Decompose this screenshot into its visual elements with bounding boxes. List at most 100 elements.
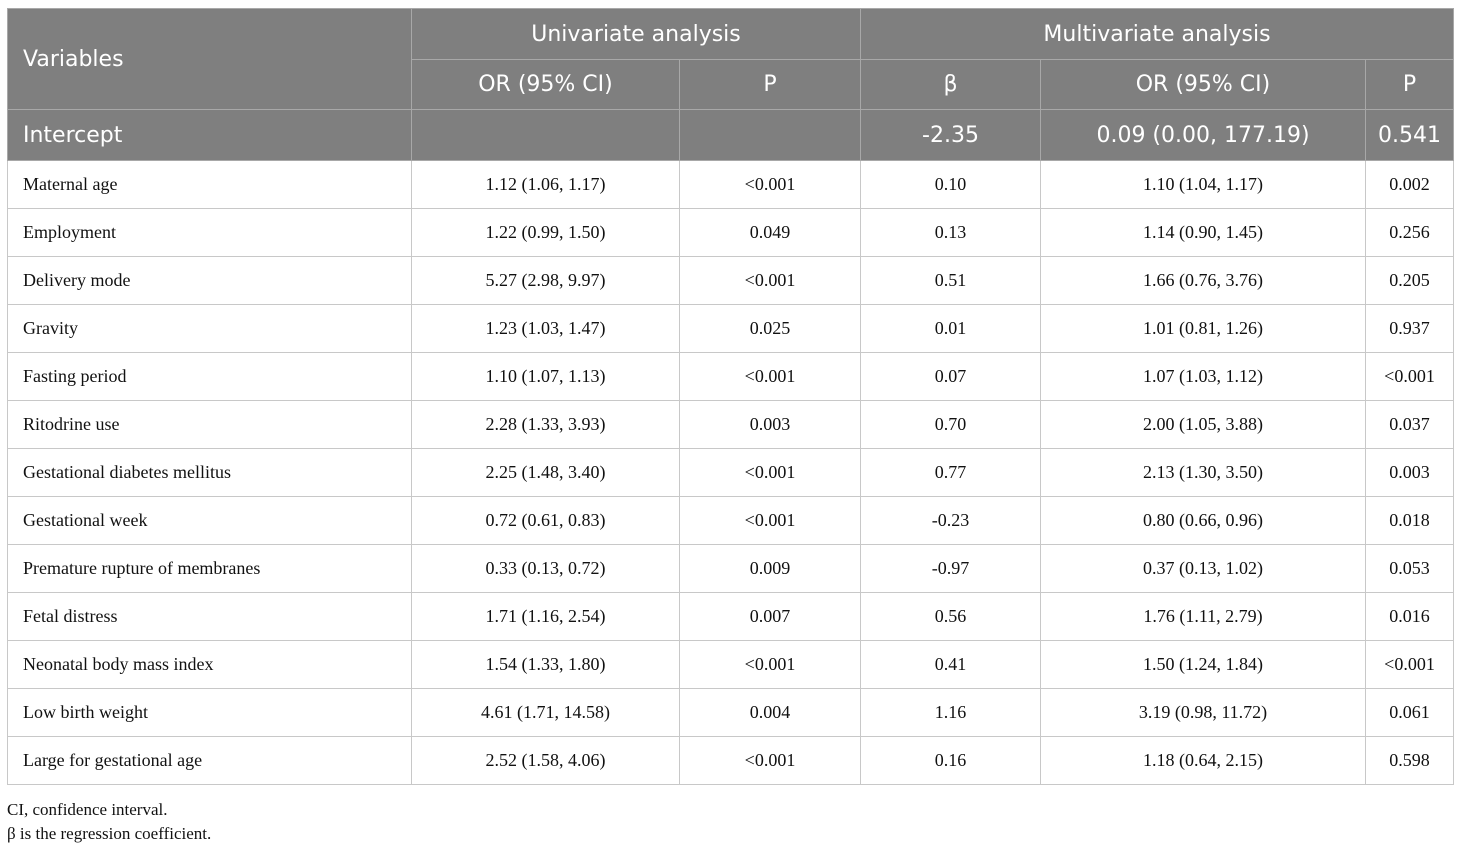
cell-beta: 0.70 bbox=[860, 400, 1041, 449]
cell-variable: Premature rupture of membranes bbox=[7, 544, 412, 593]
cell-uni-or: 1.23 (1.03, 1.47) bbox=[411, 304, 680, 353]
cell-variable: Maternal age bbox=[7, 160, 412, 209]
footnote-beta: β is the regression coefficient. bbox=[7, 824, 212, 843]
table-row: Employment 1.22 (0.99, 1.50) 0.049 0.13 … bbox=[7, 208, 1455, 257]
cell-uni-p: <0.001 bbox=[679, 448, 861, 497]
cell-multi-or: 1.76 (1.11, 2.79) bbox=[1040, 592, 1366, 641]
cell-uni-or: 1.22 (0.99, 1.50) bbox=[411, 208, 680, 257]
cell-uni-or: 5.27 (2.98, 9.97) bbox=[411, 256, 680, 305]
header-multi-p: P bbox=[1364, 59, 1455, 110]
cell-variable: Fetal distress bbox=[7, 592, 412, 641]
cell-variable: Gravity bbox=[7, 304, 412, 353]
cell-multi-or: 1.07 (1.03, 1.12) bbox=[1040, 352, 1366, 401]
cell-multi-p: 0.053 bbox=[1364, 544, 1455, 593]
cell-multi-or: 1.50 (1.24, 1.84) bbox=[1040, 640, 1366, 689]
cell-multi-p: 0.061 bbox=[1364, 688, 1455, 737]
table-row: Gravity 1.23 (1.03, 1.47) 0.025 0.01 1.0… bbox=[7, 304, 1455, 353]
header-multi-or: OR (95% CI) bbox=[1040, 59, 1366, 110]
cell-uni-p: 0.007 bbox=[679, 592, 861, 641]
header-multi-beta: β bbox=[860, 59, 1041, 110]
cell-beta: 0.56 bbox=[860, 592, 1041, 641]
table-footnotes: CI, confidence interval. β is the regres… bbox=[7, 798, 211, 846]
cell-multi-or: 2.13 (1.30, 3.50) bbox=[1040, 448, 1366, 497]
intercept-label: Intercept bbox=[7, 109, 412, 161]
table-row: Maternal age 1.12 (1.06, 1.17) <0.001 0.… bbox=[7, 160, 1455, 209]
cell-variable: Large for gestational age bbox=[7, 736, 412, 785]
header-variables: Variables bbox=[7, 8, 412, 110]
cell-uni-or: 2.25 (1.48, 3.40) bbox=[411, 448, 680, 497]
cell-beta: 0.41 bbox=[860, 640, 1041, 689]
cell-uni-p: <0.001 bbox=[679, 640, 861, 689]
cell-uni-p: 0.003 bbox=[679, 400, 861, 449]
cell-multi-p: 0.002 bbox=[1364, 160, 1455, 209]
cell-uni-or: 1.12 (1.06, 1.17) bbox=[411, 160, 680, 209]
cell-uni-p: <0.001 bbox=[679, 256, 861, 305]
table-row: Large for gestational age 2.52 (1.58, 4.… bbox=[7, 736, 1455, 785]
table-row: Fetal distress 1.71 (1.16, 2.54) 0.007 0… bbox=[7, 592, 1455, 641]
cell-beta: 0.51 bbox=[860, 256, 1041, 305]
cell-beta: 0.07 bbox=[860, 352, 1041, 401]
cell-variable: Fasting period bbox=[7, 352, 412, 401]
cell-beta: 0.01 bbox=[860, 304, 1041, 353]
cell-multi-or: 1.01 (0.81, 1.26) bbox=[1040, 304, 1366, 353]
cell-uni-p: 0.025 bbox=[679, 304, 861, 353]
cell-variable: Employment bbox=[7, 208, 412, 257]
cell-uni-p: <0.001 bbox=[679, 496, 861, 545]
cell-uni-p: <0.001 bbox=[679, 160, 861, 209]
cell-uni-p: <0.001 bbox=[679, 352, 861, 401]
cell-variable: Gestational diabetes mellitus bbox=[7, 448, 412, 497]
cell-beta: 0.13 bbox=[860, 208, 1041, 257]
header-multivariate: Multivariate analysis bbox=[859, 8, 1455, 60]
cell-uni-p: 0.049 bbox=[679, 208, 861, 257]
table-row: Ritodrine use 2.28 (1.33, 3.93) 0.003 0.… bbox=[7, 400, 1455, 449]
cell-multi-p: 0.598 bbox=[1364, 736, 1455, 785]
cell-uni-p: 0.004 bbox=[679, 688, 861, 737]
cell-multi-or: 0.37 (0.13, 1.02) bbox=[1040, 544, 1366, 593]
cell-beta: 0.16 bbox=[860, 736, 1041, 785]
intercept-uni-or bbox=[411, 109, 680, 161]
regression-table: Variables Univariate analysis Multivaria… bbox=[7, 8, 1455, 785]
cell-variable: Gestational week bbox=[7, 496, 412, 545]
footnote-ci: CI, confidence interval. bbox=[7, 800, 168, 819]
cell-multi-p: 0.937 bbox=[1364, 304, 1455, 353]
intercept-beta: -2.35 bbox=[860, 109, 1041, 161]
cell-multi-or: 3.19 (0.98, 11.72) bbox=[1040, 688, 1366, 737]
cell-variable: Low birth weight bbox=[7, 688, 412, 737]
cell-beta: 1.16 bbox=[860, 688, 1041, 737]
table-row: Gestational week 0.72 (0.61, 0.83) <0.00… bbox=[7, 496, 1455, 545]
cell-beta: -0.23 bbox=[860, 496, 1041, 545]
cell-uni-or: 1.54 (1.33, 1.80) bbox=[411, 640, 680, 689]
cell-multi-p: 0.205 bbox=[1364, 256, 1455, 305]
cell-multi-or: 0.80 (0.66, 0.96) bbox=[1040, 496, 1366, 545]
cell-multi-p: 0.016 bbox=[1364, 592, 1455, 641]
cell-beta: 0.10 bbox=[860, 160, 1041, 209]
cell-multi-or: 1.14 (0.90, 1.45) bbox=[1040, 208, 1366, 257]
table-row: Low birth weight 4.61 (1.71, 14.58) 0.00… bbox=[7, 688, 1455, 737]
cell-multi-p: <0.001 bbox=[1364, 640, 1455, 689]
intercept-row: Intercept -2.35 0.09 (0.00, 177.19) 0.54… bbox=[7, 109, 1455, 161]
cell-multi-or: 1.66 (0.76, 3.76) bbox=[1040, 256, 1366, 305]
cell-variable: Ritodrine use bbox=[7, 400, 412, 449]
cell-beta: -0.97 bbox=[860, 544, 1041, 593]
cell-uni-or: 1.71 (1.16, 2.54) bbox=[411, 592, 680, 641]
table-row: Gestational diabetes mellitus 2.25 (1.48… bbox=[7, 448, 1455, 497]
cell-uni-or: 0.72 (0.61, 0.83) bbox=[411, 496, 680, 545]
cell-uni-or: 1.10 (1.07, 1.13) bbox=[411, 352, 680, 401]
cell-uni-or: 2.28 (1.33, 3.93) bbox=[411, 400, 680, 449]
cell-uni-p: 0.009 bbox=[679, 544, 861, 593]
table-row: Neonatal body mass index 1.54 (1.33, 1.8… bbox=[7, 640, 1455, 689]
table-header: Variables Univariate analysis Multivaria… bbox=[7, 8, 1455, 161]
header-univariate: Univariate analysis bbox=[411, 8, 861, 60]
regression-table-container: Variables Univariate analysis Multivaria… bbox=[7, 8, 1455, 785]
cell-multi-or: 1.18 (0.64, 2.15) bbox=[1040, 736, 1366, 785]
cell-uni-or: 4.61 (1.71, 14.58) bbox=[411, 688, 680, 737]
table-row: Fasting period 1.10 (1.07, 1.13) <0.001 … bbox=[7, 352, 1455, 401]
cell-multi-p: 0.256 bbox=[1364, 208, 1455, 257]
cell-uni-or: 0.33 (0.13, 0.72) bbox=[411, 544, 680, 593]
table-body: Maternal age 1.12 (1.06, 1.17) <0.001 0.… bbox=[7, 160, 1455, 785]
header-uni-or: OR (95% CI) bbox=[411, 59, 680, 110]
cell-multi-or: 2.00 (1.05, 3.88) bbox=[1040, 400, 1366, 449]
intercept-uni-p bbox=[679, 109, 861, 161]
cell-multi-p: 0.003 bbox=[1364, 448, 1455, 497]
cell-multi-p: 0.037 bbox=[1364, 400, 1455, 449]
